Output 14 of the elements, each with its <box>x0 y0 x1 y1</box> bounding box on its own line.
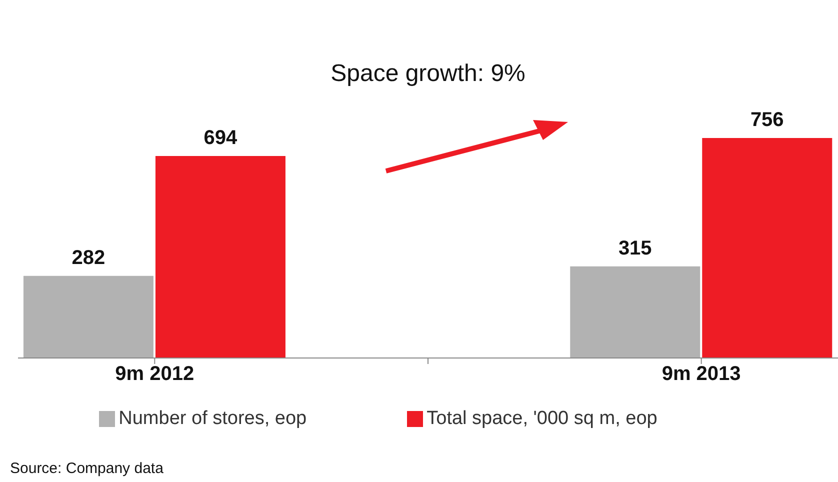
legend-label: Number of stores, eop <box>118 408 307 429</box>
bar <box>23 276 154 358</box>
source-note: Source: Company data <box>10 460 164 477</box>
x-tick-label: 9m 2013 <box>662 363 741 386</box>
bar <box>702 138 832 358</box>
bar <box>570 266 700 358</box>
data-label: 282 <box>72 246 106 269</box>
data-label: 315 <box>618 237 652 260</box>
x-tick-label: 9m 2012 <box>115 363 194 386</box>
data-label: 694 <box>204 127 238 150</box>
bar <box>155 156 286 358</box>
data-label: 756 <box>750 109 784 131</box>
legend-label: Total space, '000 sq m, eop <box>426 408 658 429</box>
text: Space growth: 9% <box>330 60 526 88</box>
